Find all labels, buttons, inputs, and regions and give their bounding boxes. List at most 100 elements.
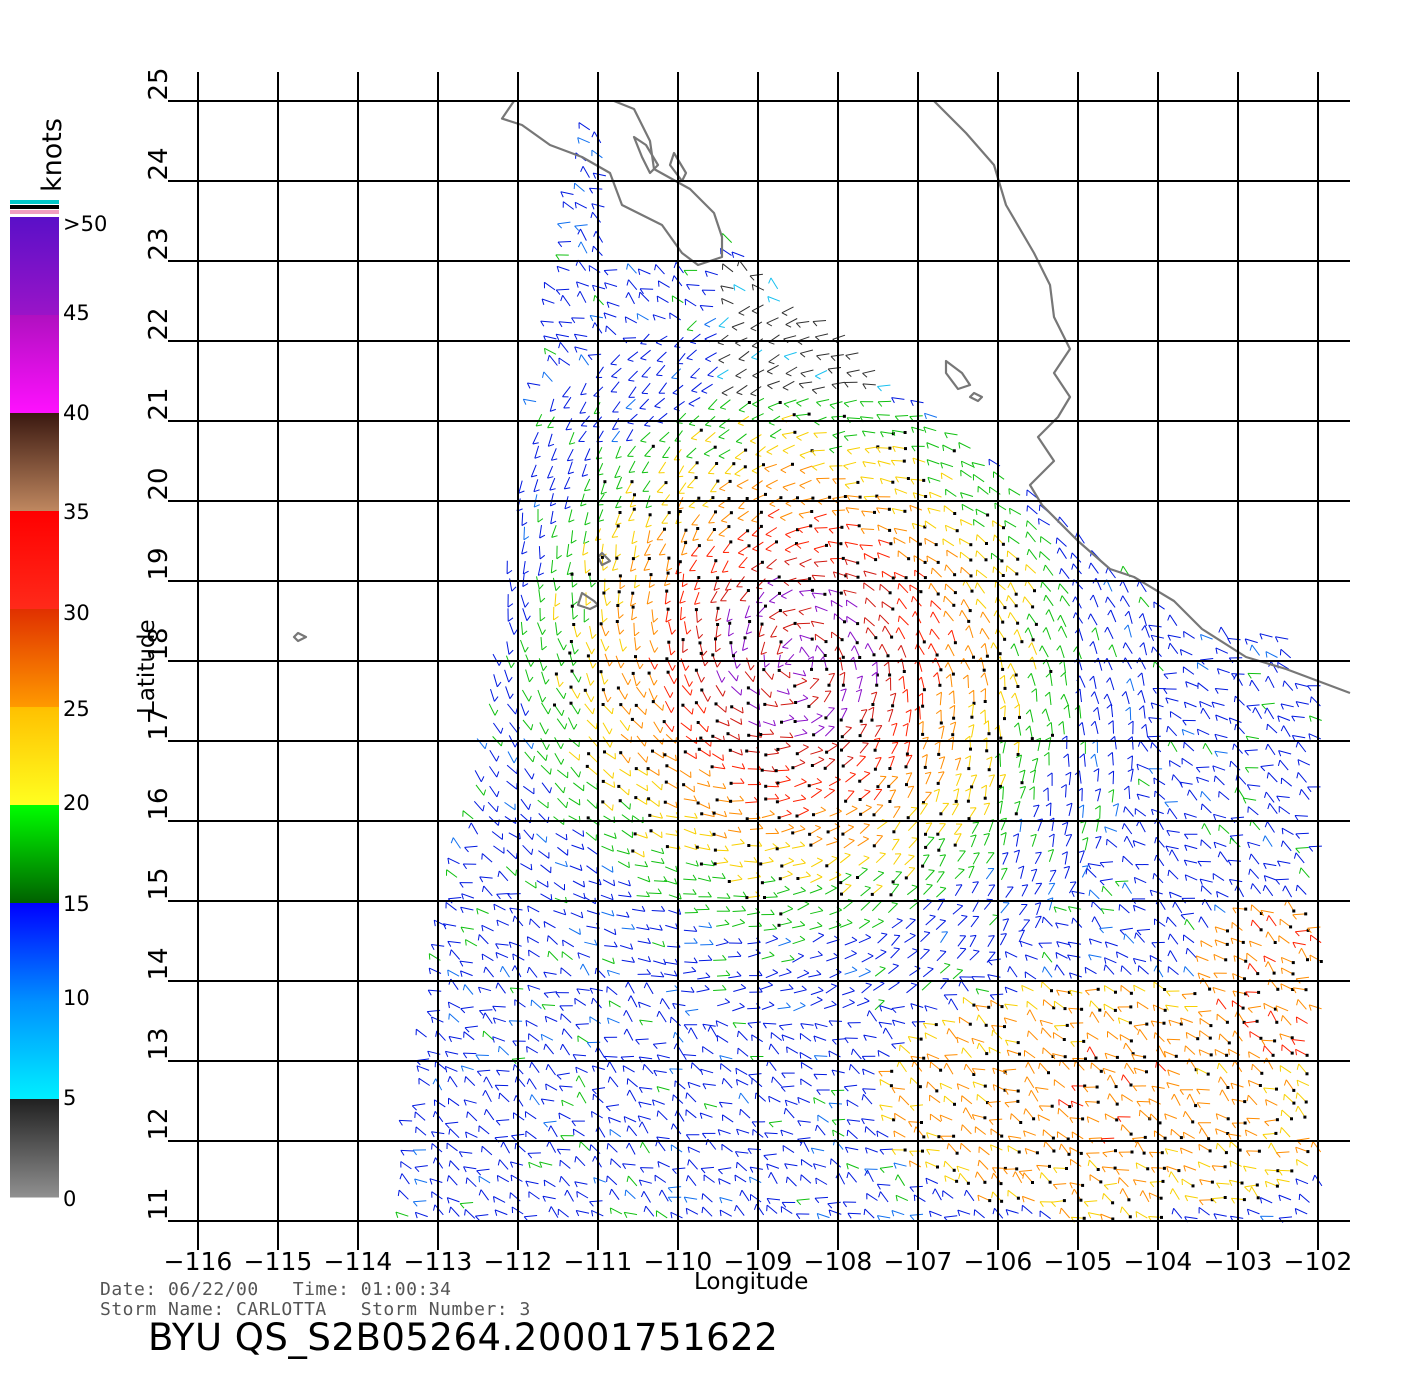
wind-barb-feather [1233, 696, 1236, 703]
wind-barb-feather [1066, 802, 1073, 806]
wind-barb [462, 810, 474, 820]
wind-barb-feather [614, 832, 617, 839]
wind-barb-feather [1148, 768, 1154, 774]
wind-barb-feather [1107, 609, 1112, 616]
rain-flag-dot [713, 848, 717, 852]
rain-flag-dot [1016, 557, 1020, 561]
wind-barb-feather [687, 1027, 692, 1034]
wind-barb [1186, 947, 1197, 959]
wind-barb [1309, 1004, 1322, 1010]
wind-barb-feather [1267, 1010, 1272, 1017]
wind-barb-feather [602, 566, 609, 571]
wind-barb [749, 828, 763, 830]
wind-barb-feather [581, 843, 585, 850]
wind-barb [765, 527, 778, 535]
wind-barb [481, 953, 494, 962]
wind-barb [781, 1085, 795, 1088]
wind-barb [1158, 1045, 1166, 1058]
wind-barb [891, 742, 899, 755]
wind-barb [902, 676, 906, 690]
wind-barb [954, 884, 963, 897]
wind-barb-feather [981, 784, 987, 789]
wind-barb [1199, 1049, 1212, 1056]
wind-barb [733, 284, 746, 292]
wind-barb [615, 544, 617, 558]
wind-barb [810, 999, 823, 1006]
wind-barb [945, 524, 958, 532]
wind-barb-feather [524, 602, 529, 608]
wind-barb [841, 688, 847, 702]
wind-barb [1218, 1062, 1228, 1074]
wind-barb-feather [930, 567, 933, 575]
wind-barb-feather [801, 985, 807, 991]
wind-barb-feather [832, 478, 837, 485]
wind-barb-feather [1265, 931, 1269, 938]
wind-barb-feather [1108, 644, 1113, 650]
wind-barb [952, 905, 964, 915]
wind-barb [548, 950, 559, 961]
wind-barb-feather [1122, 642, 1126, 649]
wind-barb-feather [1089, 594, 1094, 601]
wind-barb [767, 402, 781, 408]
wind-barb [1094, 754, 1098, 767]
wind-barb [791, 924, 805, 929]
wind-barb-feather [704, 270, 708, 277]
rain-flag-dot [952, 449, 956, 453]
rain-flag-dot [601, 688, 605, 692]
wind-barb-feather [613, 781, 616, 788]
rain-flag-dot [839, 718, 843, 722]
rain-flag-dot [934, 543, 938, 547]
rain-flag-dot [892, 830, 896, 834]
wind-barb [810, 910, 824, 915]
rain-flag-dot [924, 845, 928, 849]
wind-barb [528, 949, 540, 958]
wind-barb-feather [1043, 564, 1046, 571]
rain-flag-dot [1179, 1022, 1183, 1026]
wind-barb-feather [611, 845, 614, 852]
rain-flag-dot [1305, 1053, 1309, 1057]
wind-barb [1169, 760, 1181, 768]
wind-barb-feather [645, 891, 650, 897]
wind-barb [738, 305, 751, 314]
wind-barb-feather [1070, 552, 1073, 559]
wind-barb-feather [626, 439, 633, 442]
wind-barb-feather [738, 733, 740, 740]
wind-barb-feather [1019, 769, 1026, 773]
wind-barb [557, 241, 572, 243]
wind-barb [1004, 1003, 1018, 1007]
wind-barb [543, 971, 557, 975]
wind-barb-feather [1088, 938, 1092, 945]
wind-barb [575, 1066, 588, 1074]
wind-barb [632, 719, 643, 729]
wind-barb [978, 1014, 987, 1026]
wind-barb [1154, 1032, 1165, 1043]
wind-barb-feather [849, 772, 856, 775]
wind-barb-feather [1242, 797, 1247, 804]
wind-barb-feather [893, 947, 900, 950]
wind-barb-feather [851, 936, 858, 941]
wind-barb-feather [647, 875, 651, 883]
wind-barb [1089, 889, 1100, 900]
rain-flag-dot [648, 513, 652, 517]
wind-barb-feather [579, 928, 581, 935]
wind-barb-feather [1212, 765, 1215, 772]
wind-barb [563, 476, 571, 490]
rain-flag-dot [935, 1089, 939, 1093]
rain-flag-dot [823, 766, 827, 770]
wind-barb [786, 1046, 799, 1054]
wind-barb [577, 952, 591, 958]
wind-barb-feather [579, 864, 583, 871]
wind-barb [459, 960, 473, 964]
wind-barb-feather [877, 401, 883, 407]
wind-barb-feather [1181, 994, 1187, 1000]
wind-barb [1039, 551, 1051, 561]
wind-barb-feather [612, 772, 615, 779]
wind-barb-feather [690, 376, 697, 379]
rain-flag-dot [616, 686, 620, 690]
wind-barb-feather [727, 719, 730, 727]
wind-barb [1062, 721, 1065, 735]
rain-flag-dot [745, 749, 749, 753]
wind-barb [1219, 1033, 1230, 1044]
wind-barb-feather [721, 1078, 725, 1085]
wind-barb-feather [624, 316, 627, 323]
